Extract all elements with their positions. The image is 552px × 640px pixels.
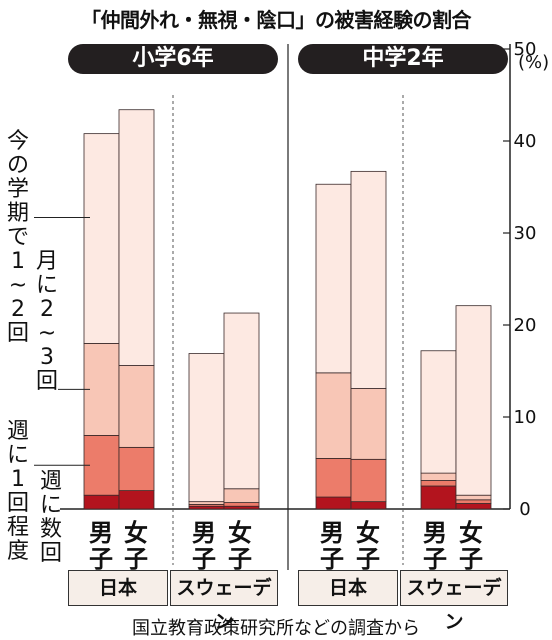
bar-segment bbox=[350, 458, 387, 503]
bar-segment bbox=[223, 502, 260, 507]
bar-segment bbox=[315, 496, 352, 510]
bar-segment bbox=[420, 350, 457, 474]
legend-label-monthly: 月に 2 ~3 回 bbox=[35, 249, 58, 394]
y-tick-label: 50 bbox=[514, 39, 537, 60]
bar-segment bbox=[223, 505, 260, 510]
bar-segment bbox=[455, 499, 492, 504]
bar-segment bbox=[420, 485, 457, 510]
bar-segment bbox=[83, 494, 120, 510]
bar-segment bbox=[315, 183, 352, 374]
chart-title: 「仲間外れ・無視・陰口」の被害経験の割合 bbox=[81, 8, 472, 32]
bar-segment bbox=[455, 494, 492, 501]
bar-segment bbox=[188, 501, 225, 505]
gender-label: 女子 bbox=[228, 519, 252, 573]
bar-segment bbox=[350, 170, 387, 389]
y-tick-label: 10 bbox=[514, 407, 537, 428]
grade-label-elementary: 小学6年 bbox=[68, 44, 278, 74]
bar-segment bbox=[223, 488, 260, 503]
bar-segment bbox=[455, 503, 492, 510]
y-axis-unit: (%) bbox=[518, 52, 550, 73]
source-note: 国立教育政策研究所などの調査から bbox=[132, 618, 420, 639]
y-tick-label: 40 bbox=[514, 131, 537, 152]
grade-label-junior-high: 中学2年 bbox=[298, 44, 508, 74]
bar-segment bbox=[420, 472, 457, 481]
gender-label: 女子 bbox=[459, 519, 483, 573]
country-label-japan: 日本 bbox=[298, 570, 398, 606]
bar-segment bbox=[350, 501, 387, 510]
bar-segment bbox=[350, 388, 387, 460]
y-tick-label: 0 bbox=[519, 499, 530, 520]
legend-label-semester: 今の学期で 1 ~2 回 bbox=[6, 129, 29, 346]
gender-label: 女子 bbox=[124, 519, 148, 573]
gender-label: 男子 bbox=[89, 519, 113, 573]
bar-segment bbox=[83, 133, 120, 344]
bar-segment bbox=[420, 480, 457, 487]
y-tick-label: 20 bbox=[514, 315, 537, 336]
gender-label: 男子 bbox=[320, 519, 344, 573]
bar-segment bbox=[455, 305, 492, 496]
bar-segment bbox=[188, 353, 225, 503]
bar-segment bbox=[223, 312, 260, 490]
legend-label-weekly-several: 週に数回 bbox=[39, 469, 62, 566]
gender-label: 男子 bbox=[192, 519, 216, 573]
y-tick-label: 30 bbox=[514, 223, 537, 244]
bar-segment bbox=[118, 446, 155, 491]
bar-segment bbox=[118, 365, 155, 448]
bar-segment bbox=[118, 109, 155, 366]
gender-label: 男子 bbox=[423, 519, 447, 573]
country-label-japan: 日本 bbox=[68, 570, 168, 606]
bar-segment bbox=[188, 505, 225, 510]
bar-segment bbox=[315, 457, 352, 498]
country-label-sweden: スウェーデン bbox=[170, 570, 278, 633]
country-label-sweden: スウェーデン bbox=[400, 570, 508, 633]
bar-segment bbox=[118, 490, 155, 510]
bar-segment bbox=[315, 372, 352, 459]
gender-label: 女子 bbox=[356, 519, 380, 573]
